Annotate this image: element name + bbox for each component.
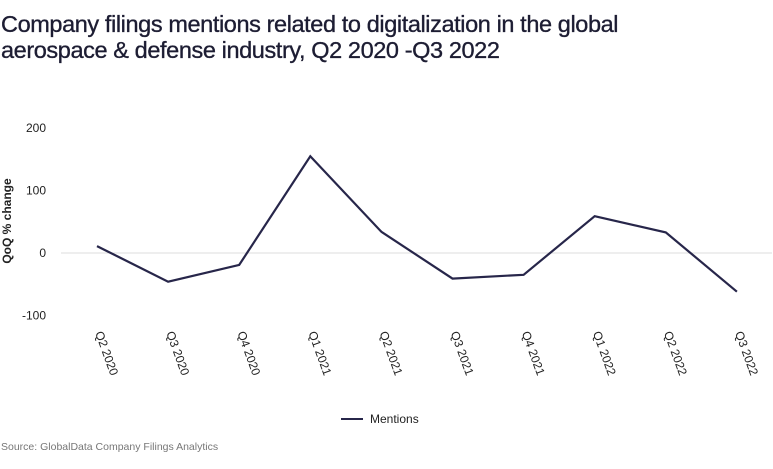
- y-tick-label: -100: [22, 308, 46, 322]
- source-note: Source: GlobalData Company Filings Analy…: [1, 441, 219, 453]
- legend-swatch-mentions: [341, 418, 363, 420]
- x-tick-label: Q3 2020: [163, 329, 192, 377]
- series-line-mentions: [96, 154, 738, 293]
- x-tick-label: Q2 2021: [377, 329, 406, 377]
- x-tick-label: Q3 2021: [448, 329, 477, 377]
- legend: Mentions: [341, 412, 419, 426]
- x-tick-label: Q1 2022: [590, 329, 619, 377]
- x-tick-label: Q2 2020: [92, 329, 121, 377]
- x-tick-label: Q4 2020: [234, 329, 263, 377]
- y-axis-label: QoQ % change: [0, 178, 14, 264]
- y-tick-label: 0: [39, 246, 46, 260]
- chart-title: Company filings mentions related to digi…: [1, 11, 619, 63]
- x-tick-label: Q1 2021: [305, 329, 334, 377]
- x-tick-label: Q4 2021: [519, 329, 548, 377]
- y-tick-label: 200: [26, 121, 46, 135]
- x-tick-label: Q2 2022: [661, 329, 690, 377]
- x-tick-label: Q3 2022: [732, 329, 761, 377]
- legend-label-mentions: Mentions: [370, 412, 419, 426]
- y-tick-label: 100: [26, 184, 46, 198]
